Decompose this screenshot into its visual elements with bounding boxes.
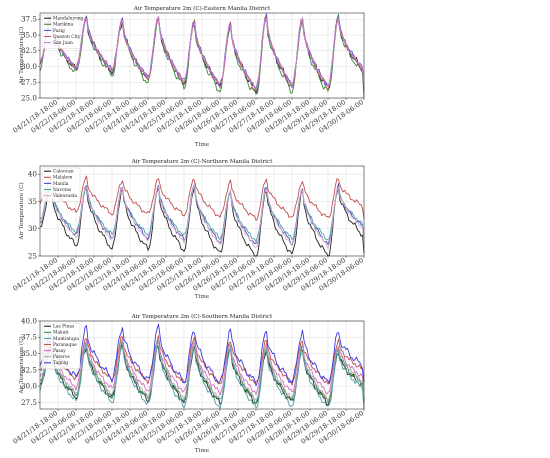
series-line-pateros [39, 338, 365, 403]
legend: Las PinasMakatiMuntinlupaParanaquePasayP… [41, 322, 81, 369]
y-tick-label: 40.0 [21, 316, 37, 325]
y-axis-label: Air Temperature (C) [18, 27, 25, 85]
chart-panel-2: 2530354004/21/18-18:0004/22/18-06:0004/2… [12, 158, 366, 300]
y-tick-label: 35.0 [21, 349, 37, 358]
y-tick-label: 27.5 [21, 398, 37, 407]
y-tick-label: 35 [28, 197, 38, 206]
chart-panel-3: 27.530.032.535.037.540.004/21/18-18:0004… [12, 313, 366, 454]
x-axis-label: Time [195, 142, 210, 148]
legend-label: Paranaque [53, 343, 77, 348]
legend-label: Taguig [53, 361, 68, 366]
legend-label: Las Pinas [53, 325, 75, 330]
legend-label: Valenzuela [52, 194, 77, 199]
y-tick-label: 30.0 [21, 62, 37, 71]
legend-label: Pasay [53, 349, 66, 354]
y-tick-label: 30 [28, 224, 38, 233]
legend-label: Makati [53, 331, 69, 336]
y-tick-label: 32.5 [21, 46, 37, 55]
x-axis-label: Time [195, 294, 210, 300]
y-axis-label: Air Temperature (C) [18, 336, 25, 394]
chart-title: Air Temperature 2m (C)-Northern Manila D… [131, 158, 273, 165]
y-tick-label: 25.0 [21, 93, 37, 102]
series-line-pasay [39, 337, 365, 396]
legend-box [41, 167, 81, 202]
y-tick-label: 35.0 [21, 30, 37, 39]
x-axis-label: Time [195, 448, 210, 454]
chart-title: Air Temperature 2m (C)-Southern Manila D… [131, 313, 273, 320]
legend-label: Mandaluyong [53, 17, 84, 22]
legend-label: San Juan [53, 41, 73, 46]
y-tick-label: 37.5 [21, 15, 37, 24]
y-tick-label: 37.5 [21, 333, 37, 342]
series-line-san-juan [39, 15, 365, 91]
legend-box [41, 322, 81, 369]
series-line-valenzuela [39, 183, 365, 249]
series-line-malabon [39, 175, 365, 221]
legend-label: Muntinlupa [53, 337, 79, 342]
y-tick-label: 40 [28, 170, 38, 179]
y-tick-label: 30.0 [21, 382, 37, 391]
legend-label: Marikina [53, 23, 74, 28]
legend-label: Malabon [53, 176, 73, 181]
legend-box [41, 14, 81, 49]
series-line-caloocan [39, 185, 365, 257]
y-tick-label: 25 [28, 251, 38, 260]
series-line-taguig [39, 323, 365, 387]
y-axis-label: Air Temperature (C) [18, 182, 25, 240]
chart-title: Air Temperature 2m (C)-Eastern Manila Di… [133, 5, 271, 12]
chart-panel-1: 25.027.530.032.535.037.504/21/18-18:0004… [12, 5, 366, 148]
series-line-navotas [39, 186, 365, 243]
series-line-muntinlupa [39, 343, 365, 410]
y-tick-label: 27.5 [21, 78, 37, 87]
legend-label: Manila [53, 182, 69, 187]
legend-label: Caloocan [53, 170, 74, 175]
legend-label: Quezon City [53, 35, 81, 40]
legend-label: Navotas [53, 188, 72, 193]
legend-label: Pasig [53, 29, 65, 34]
legend-label: Pateros [53, 355, 70, 360]
y-tick-label: 32.5 [21, 365, 37, 374]
